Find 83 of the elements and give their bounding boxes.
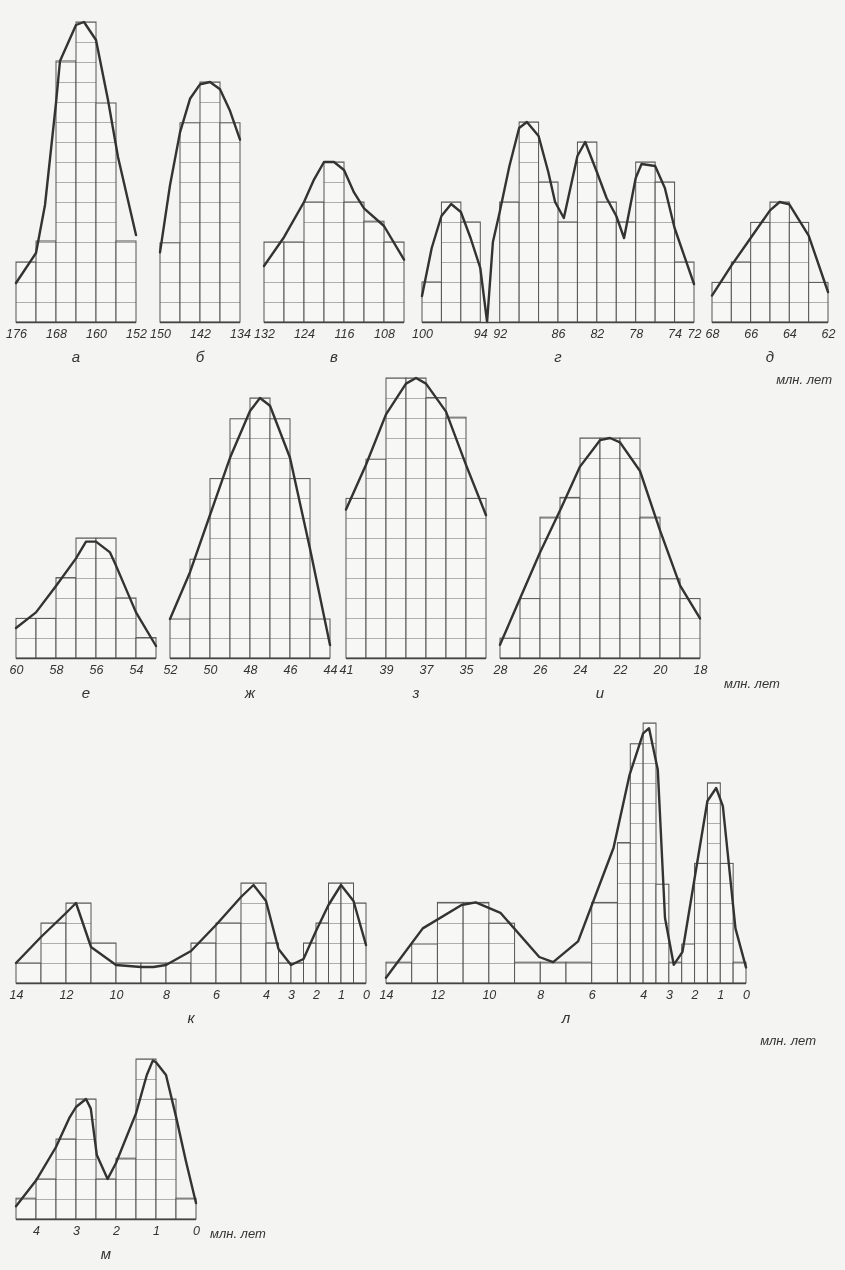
- x-tick-label: 100: [412, 326, 433, 341]
- x-tick-label: 62: [821, 326, 836, 341]
- text: млн. лет: [760, 1033, 817, 1048]
- x-tick-label: 3: [665, 987, 673, 1002]
- x-tick-label: 64: [782, 326, 797, 341]
- x-axis-title: г: [554, 348, 563, 365]
- x-tick-label: 22: [612, 662, 628, 677]
- x-tick-label: 124: [294, 326, 315, 341]
- x-axis-title: е: [81, 684, 91, 701]
- x-tick-label: 46: [283, 662, 298, 677]
- x-axis-title: з: [411, 684, 420, 701]
- x-tick-label: 142: [190, 326, 211, 341]
- x-tick-label: 3: [288, 987, 296, 1002]
- x-axis-title: а: [71, 348, 81, 365]
- x-tick-label: 1: [153, 1223, 160, 1238]
- x-tick-label: 50: [203, 662, 218, 677]
- x-tick-label: 152: [126, 326, 147, 341]
- x-tick-label: 0: [743, 987, 751, 1002]
- x-tick-label: 2: [312, 987, 321, 1002]
- text: млн. лет: [724, 676, 781, 691]
- x-tick-label: 60: [9, 662, 24, 677]
- x-tick-label: 72: [687, 326, 702, 341]
- x-tick-label: 39: [379, 662, 394, 677]
- x-tick-label: 4: [263, 987, 271, 1002]
- text: млн. лет: [776, 372, 833, 387]
- x-tick-label: 12: [430, 987, 445, 1002]
- x-tick-label: 1: [717, 987, 725, 1002]
- x-tick-label: 78: [629, 326, 644, 341]
- x-tick-label: 10: [109, 987, 124, 1002]
- x-tick-label: 14: [9, 987, 24, 1002]
- x-tick-label: 134: [230, 326, 251, 341]
- x-tick-label: 26: [532, 662, 548, 677]
- text: млн. лет: [210, 1226, 267, 1241]
- x-tick-label: 8: [537, 987, 545, 1002]
- x-tick-label: 12: [59, 987, 74, 1002]
- x-tick-label: 10: [482, 987, 497, 1002]
- x-tick-label: 4: [640, 987, 648, 1002]
- x-tick-label: 0: [193, 1223, 201, 1238]
- x-tick-label: 176: [6, 326, 27, 341]
- x-tick-label: 48: [243, 662, 258, 677]
- x-tick-label: 41: [339, 662, 354, 677]
- x-tick-label: 20: [652, 662, 668, 677]
- x-tick-label: 58: [49, 662, 64, 677]
- x-tick-label: 92: [493, 326, 508, 341]
- x-tick-label: 66: [744, 326, 759, 341]
- x-tick-label: 94: [473, 326, 488, 341]
- x-axis-title: к: [187, 1009, 196, 1026]
- x-axis-title: б: [195, 348, 205, 365]
- x-tick-label: 44: [323, 662, 338, 677]
- x-axis-title: и: [595, 684, 605, 701]
- x-tick-label: 74: [668, 326, 683, 341]
- x-tick-label: 4: [33, 1223, 41, 1238]
- x-tick-label: 108: [374, 326, 395, 341]
- x-tick-label: 24: [572, 662, 588, 677]
- x-axis-title: в: [330, 348, 339, 365]
- x-tick-label: 35: [459, 662, 474, 677]
- x-tick-label: 8: [163, 987, 171, 1002]
- x-tick-label: 28: [492, 662, 508, 677]
- x-tick-label: 56: [89, 662, 104, 677]
- x-tick-label: 6: [588, 987, 596, 1002]
- x-tick-label: 82: [590, 326, 605, 341]
- x-tick-label: 0: [363, 987, 371, 1002]
- x-tick-label: 116: [334, 326, 355, 341]
- x-tick-label: 14: [379, 987, 394, 1002]
- x-tick-label: 86: [551, 326, 566, 341]
- x-tick-label: 3: [73, 1223, 81, 1238]
- x-axis-title: л: [560, 1009, 571, 1026]
- x-tick-label: 2: [112, 1223, 121, 1238]
- x-tick-label: 6: [213, 987, 221, 1002]
- x-tick-label: 160: [86, 326, 107, 341]
- x-axis-title: д: [765, 348, 775, 365]
- x-tick-label: 150: [150, 326, 171, 341]
- x-tick-label: 54: [129, 662, 144, 677]
- x-tick-label: 37: [419, 662, 435, 677]
- x-axis-title: м: [100, 1245, 112, 1262]
- x-tick-label: 2: [690, 987, 699, 1002]
- x-tick-label: 18: [693, 662, 708, 677]
- x-tick-label: 68: [705, 326, 720, 341]
- x-axis-title: ж: [243, 684, 256, 701]
- x-tick-label: 132: [254, 326, 275, 341]
- x-tick-label: 52: [163, 662, 178, 677]
- x-tick-label: 168: [46, 326, 67, 341]
- x-tick-label: 1: [338, 987, 345, 1002]
